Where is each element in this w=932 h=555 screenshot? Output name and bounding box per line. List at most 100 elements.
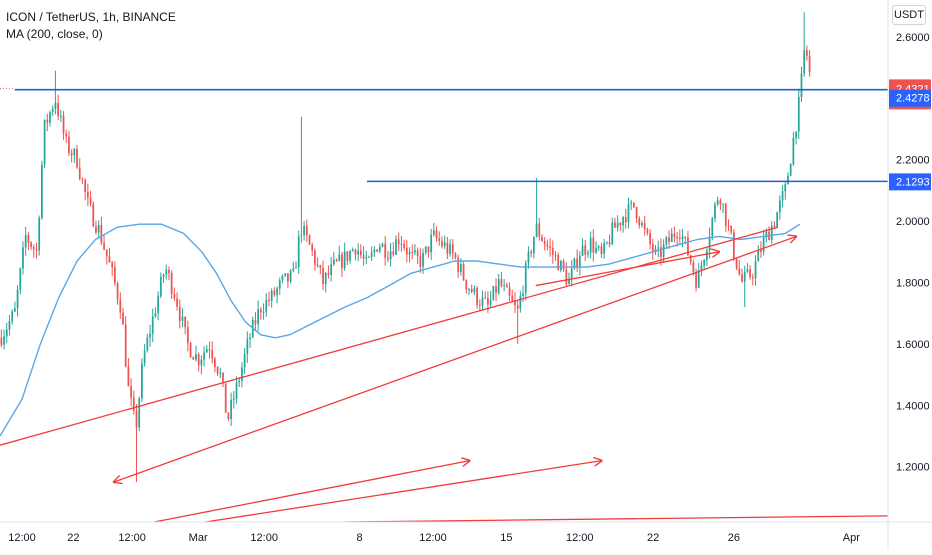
candle [27, 231, 30, 251]
candle-body [797, 96, 800, 132]
candle [587, 249, 589, 259]
candle-body [349, 251, 351, 261]
candle-body [354, 249, 357, 255]
candle-body [800, 73, 803, 97]
indicator-legend[interactable]: MA (200, close, 0) [6, 27, 103, 41]
candle-body [633, 202, 635, 208]
candle-body [576, 258, 578, 268]
candle-body [200, 359, 203, 366]
candle [127, 358, 130, 387]
candle-body [608, 242, 611, 245]
candle-body [338, 254, 341, 261]
candle [797, 88, 800, 140]
candle [538, 217, 541, 241]
candle-body [789, 164, 792, 176]
candle-body [427, 246, 430, 253]
candle [378, 243, 381, 254]
candle [657, 240, 660, 258]
candle [532, 236, 535, 259]
candle-body [735, 258, 738, 269]
candle [78, 158, 81, 181]
candle-body [43, 119, 46, 165]
candle [130, 378, 132, 407]
candle-body [673, 233, 676, 238]
candle [324, 271, 327, 293]
candle-body [357, 250, 360, 255]
candle-body [224, 383, 227, 413]
candle [376, 249, 378, 253]
candle [354, 248, 357, 261]
candle-body [757, 250, 760, 262]
candle [51, 105, 54, 116]
candle-body [760, 250, 762, 252]
candle-body [414, 250, 416, 253]
candle [789, 163, 792, 176]
candle [108, 247, 111, 263]
x-tick-label: Apr [843, 532, 860, 544]
candle-body [127, 366, 130, 387]
candle-body [184, 316, 187, 328]
candle [481, 290, 484, 311]
candle-body [600, 246, 603, 254]
candle [68, 131, 70, 157]
candle-body [781, 191, 784, 201]
candle-body [232, 398, 235, 400]
candle-body [214, 358, 216, 367]
candle [543, 237, 546, 251]
candle-body [381, 243, 384, 247]
x-tick-label: 22 [67, 532, 79, 544]
candle-body [97, 224, 100, 233]
candle [5, 322, 8, 344]
candle [303, 220, 305, 241]
candle-body [86, 191, 89, 198]
candle-body [681, 236, 684, 240]
currency-selector-button[interactable]: USDT [892, 5, 926, 25]
candle [665, 235, 668, 249]
candle-body [730, 225, 733, 233]
candle [211, 341, 214, 364]
candle-body [178, 306, 181, 321]
candle [432, 222, 435, 237]
candle-body [665, 237, 668, 245]
candle-body [451, 244, 454, 254]
candle-body [335, 259, 338, 261]
candle [489, 290, 492, 308]
candle-body [35, 249, 38, 251]
trendline [114, 236, 797, 482]
candle-body [287, 273, 289, 282]
candle [178, 299, 181, 329]
candle [738, 259, 741, 276]
candle-body [262, 311, 265, 313]
level-price-badge [889, 173, 931, 191]
candle [565, 262, 568, 288]
candle-body [365, 257, 368, 259]
candle [384, 236, 387, 266]
candle-body [614, 222, 616, 228]
candle-body [405, 247, 408, 255]
candle [184, 316, 187, 335]
candle [92, 201, 95, 228]
candle [449, 239, 451, 257]
candle [414, 243, 416, 256]
candle [454, 252, 457, 260]
candle [195, 345, 197, 362]
candle-body [646, 229, 649, 233]
candle [322, 260, 324, 291]
candle [173, 287, 176, 302]
candle-body [132, 397, 135, 411]
candle-body [716, 200, 719, 205]
candle-body [41, 164, 43, 219]
candle-body [249, 337, 251, 340]
candle [265, 293, 268, 317]
candle-body [100, 224, 103, 243]
candle [146, 333, 149, 353]
candle [411, 244, 414, 260]
candle [638, 216, 641, 229]
candle-body [170, 273, 173, 295]
candle-body [359, 250, 362, 256]
candle-body [192, 357, 195, 360]
candle [149, 324, 151, 347]
candle [549, 238, 551, 257]
